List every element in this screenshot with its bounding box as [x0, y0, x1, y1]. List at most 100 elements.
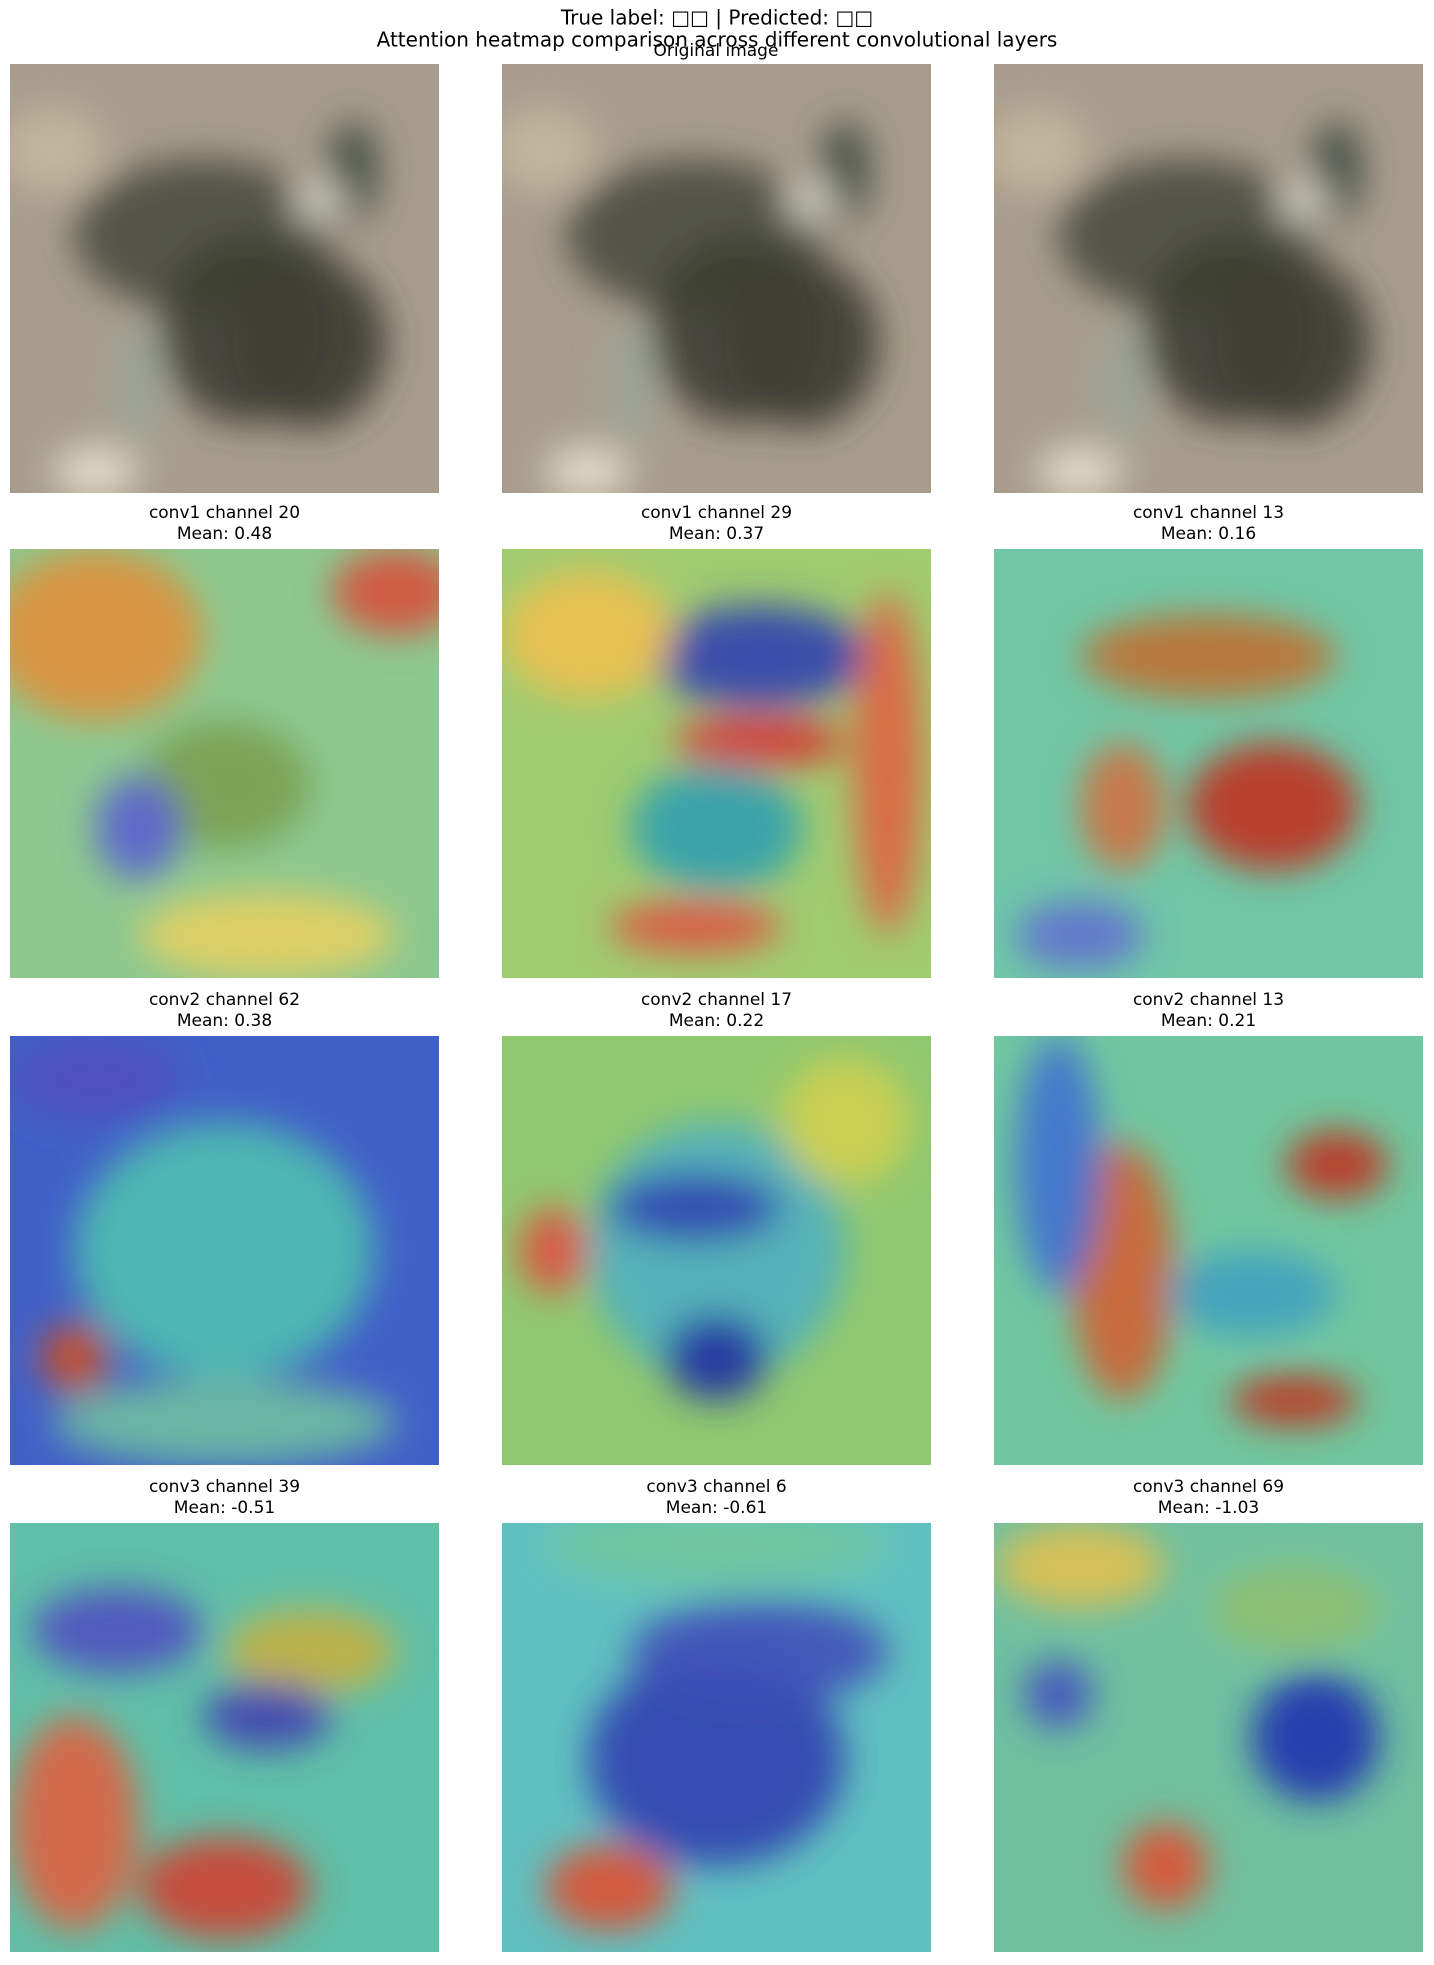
- texture-blob: [1165, 1250, 1338, 1337]
- texture-blob: [1122, 1823, 1209, 1910]
- image-panel: [994, 1036, 1423, 1465]
- panel-subtitle: Mean: 0.21: [1161, 1011, 1256, 1031]
- texture-blob: [52, 445, 139, 493]
- texture-blob: [609, 321, 653, 451]
- image-panel: [10, 1523, 439, 1952]
- panel-subtitle: Mean: 0.22: [669, 1011, 764, 1031]
- texture-blob: [1036, 445, 1123, 493]
- texture-blob: [1208, 1565, 1381, 1652]
- texture-blob: [544, 1523, 889, 1588]
- panel-texture: [1015, 1036, 1389, 1427]
- texture-blob: [1251, 1673, 1381, 1802]
- texture-blob: [785, 179, 837, 223]
- texture-blob: [994, 106, 1089, 193]
- texture-blob: [1229, 1374, 1359, 1427]
- panel-texture: [544, 1523, 889, 1931]
- texture-blob: [544, 1844, 674, 1931]
- texture-blob: [853, 591, 923, 936]
- texture-blob: [138, 720, 311, 850]
- panel-texture: [502, 106, 880, 493]
- image-panel: [10, 64, 439, 493]
- texture-blob: [1187, 742, 1359, 871]
- texture-blob: [138, 1836, 311, 1940]
- panel-texture: [10, 1036, 397, 1465]
- texture-blob: [673, 716, 846, 768]
- texture-blob: [502, 106, 597, 193]
- image-panel: [10, 549, 439, 978]
- texture-blob: [1101, 321, 1145, 451]
- panel-subtitle: Mean: -0.51: [174, 1498, 275, 1518]
- image-panel: [10, 1036, 439, 1465]
- panel-subtitle: Mean: 0.48: [177, 524, 272, 544]
- panel-texture: [994, 106, 1372, 493]
- texture-blob: [138, 892, 397, 978]
- image-panel: [994, 1523, 1423, 1952]
- panel-title: conv2 channel 62: [149, 990, 300, 1010]
- panel-texture: [519, 1057, 910, 1401]
- panel-texture: [10, 549, 439, 978]
- texture-blob: [519, 1207, 588, 1294]
- texture-blob: [160, 235, 332, 425]
- image-panel: [502, 1523, 931, 1952]
- texture-blob: [587, 1651, 846, 1867]
- texture-blob: [31, 1587, 204, 1674]
- panel-title: conv1 channel 29: [641, 503, 792, 523]
- panel-subtitle: Mean: 0.37: [669, 524, 764, 544]
- texture-blob: [331, 549, 439, 635]
- texture-blob: [630, 1600, 889, 1704]
- panel-title: conv3 channel 39: [149, 1477, 300, 1497]
- panel-texture: [994, 1523, 1381, 1910]
- texture-blob: [95, 776, 182, 880]
- texture-blob: [1015, 900, 1145, 970]
- image-panel: [502, 64, 931, 493]
- panel-texture: [502, 570, 923, 953]
- texture-blob: [203, 1681, 332, 1751]
- figure-title: True label: □□ | Predicted: □□: [560, 6, 873, 30]
- texture-blob: [544, 445, 631, 493]
- texture-blob: [994, 1523, 1166, 1609]
- panel-title: conv3 channel 6: [646, 1477, 786, 1497]
- texture-blob: [609, 1173, 781, 1242]
- texture-blob: [10, 1036, 182, 1122]
- texture-blob: [780, 1057, 910, 1187]
- texture-blob: [52, 1379, 397, 1465]
- panel-title: Original image: [654, 41, 779, 61]
- texture-blob: [293, 179, 345, 223]
- panel-title: conv1 channel 13: [1133, 503, 1284, 523]
- texture-blob: [665, 1314, 768, 1401]
- texture-blob: [10, 549, 204, 721]
- panel-subtitle: Mean: -1.03: [1158, 1498, 1259, 1518]
- texture-blob: [1024, 1660, 1093, 1729]
- texture-blob: [10, 106, 105, 193]
- texture-blob: [224, 1608, 397, 1695]
- texture-blob: [502, 570, 674, 700]
- texture-blob: [40, 1323, 109, 1393]
- panel-title: conv1 channel 20: [149, 503, 300, 523]
- texture-blob: [1079, 613, 1338, 700]
- panel-subtitle: Mean: -0.61: [666, 1498, 767, 1518]
- panel-subtitle: Mean: 0.16: [1161, 524, 1256, 544]
- texture-blob: [609, 900, 781, 953]
- texture-blob: [630, 763, 803, 893]
- texture-blob: [1277, 179, 1329, 223]
- texture-blob: [1079, 742, 1166, 871]
- panel-texture: [10, 1587, 397, 1940]
- image-panel: [502, 1036, 931, 1465]
- panel-title: conv3 channel 69: [1133, 1477, 1284, 1497]
- panel-texture: [1015, 613, 1359, 970]
- image-panel: [994, 549, 1423, 978]
- image-panel: [502, 549, 931, 978]
- figure-subtitle: Attention heatmap comparison across diff…: [377, 28, 1058, 52]
- texture-blob: [652, 604, 867, 708]
- texture-blob: [652, 235, 824, 425]
- texture-blob: [74, 1121, 375, 1380]
- texture-blob: [1144, 235, 1316, 425]
- texture-blob: [10, 1716, 139, 1931]
- panel-title: conv2 channel 17: [641, 990, 792, 1010]
- texture-blob: [1015, 1036, 1102, 1294]
- image-panel: [994, 64, 1423, 493]
- panel-subtitle: Mean: 0.38: [177, 1011, 272, 1031]
- texture-blob: [1285, 1130, 1389, 1200]
- texture-blob: [117, 321, 161, 451]
